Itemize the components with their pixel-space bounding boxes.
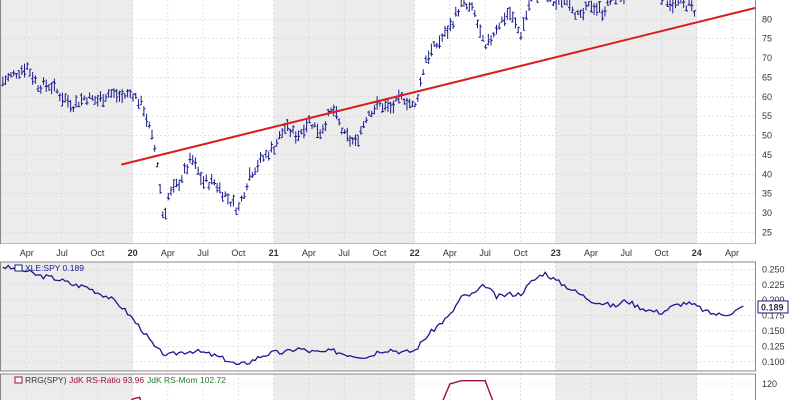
price-y-tick-label: 80 xyxy=(762,14,772,24)
year-band-2023 xyxy=(555,262,697,371)
ratio-line xyxy=(2,264,744,366)
price-y-tick-label: 65 xyxy=(762,72,772,82)
trendline xyxy=(121,6,757,166)
ratio-legend-swatch xyxy=(14,264,23,272)
rrg-legend-ratio: JdK RS-Ratio 93.96 xyxy=(69,375,144,385)
x-tick-label: Jul xyxy=(56,248,68,258)
price-y-tick-label: 30 xyxy=(762,208,772,218)
rrg-panel: RRG(SPY) JdK RS-Ratio 93.96 JdK RS-Mom 1… xyxy=(0,373,777,400)
x-tick-label: Oct xyxy=(372,248,387,258)
price-y-tick-label: 55 xyxy=(762,111,772,121)
price-y-tick-label: 60 xyxy=(762,92,772,102)
x-tick-label: 21 xyxy=(269,248,279,258)
rrg-panel-border xyxy=(0,373,756,400)
trendline-layer xyxy=(121,6,757,166)
x-tick-label: 23 xyxy=(551,248,561,258)
year-band-2019 xyxy=(0,262,133,371)
rrg-legend-swatch xyxy=(14,376,23,384)
x-tick-label: Apr xyxy=(20,248,34,258)
ratio-y-tick-label: 0.125 xyxy=(762,341,785,351)
price-y-tick-label: 35 xyxy=(762,189,772,199)
rrg-ratio-line xyxy=(130,396,142,400)
x-tick-label: Apr xyxy=(584,248,598,258)
x-tick-label: Jul xyxy=(620,248,632,258)
x-tick-label: 24 xyxy=(692,248,702,258)
year-band-2021 xyxy=(273,262,415,371)
x-tick-label: Oct xyxy=(90,248,105,258)
ratio-legend-label: XLE:SPY 0.189 xyxy=(25,263,84,273)
ratio-y-axis: 0.100 0.125 0.150 0.175 0.200 0.225 0.250 0.189 xyxy=(757,264,789,367)
x-tick-label: 20 xyxy=(128,248,138,258)
year-bands xyxy=(0,0,697,244)
ratio-y-tick-label: 0.100 xyxy=(762,357,785,367)
price-y-tick-label: 45 xyxy=(762,150,772,160)
x-tick-label: Apr xyxy=(302,248,316,258)
ratio-year-bands xyxy=(0,262,697,371)
current-value-box xyxy=(757,300,789,314)
ratio-panel: XLE:SPY 0.189 0.1000.1250.1500.1750.2000… xyxy=(0,261,789,372)
year-band-2019 xyxy=(0,0,133,244)
ratio-y-tick-label: 0.225 xyxy=(762,280,785,290)
rrg-y-axis: 120 xyxy=(762,379,777,389)
ratio-legend: XLE:SPY 0.189 xyxy=(14,263,84,273)
x-tick-label: Apr xyxy=(725,248,739,258)
x-axis-strip xyxy=(0,244,756,262)
price-bars xyxy=(1,0,697,220)
rrg-y-tick-label: 120 xyxy=(762,379,777,389)
x-axis: Apr Jul Oct 20 Apr Jul Oct 21 Apr Jul Oct 22 Apr Jul O… xyxy=(0,244,756,262)
x-tick-label: Jul xyxy=(338,248,350,258)
ratio-y-tick-label: 0.200 xyxy=(762,295,785,305)
price-y-tick-label: 40 xyxy=(762,169,772,179)
ratio-y-tick-label: 0.150 xyxy=(762,326,785,336)
ratio-panel-border xyxy=(0,261,756,372)
x-tick-label: 22 xyxy=(410,248,420,258)
price-y-tick-label: 25 xyxy=(762,227,772,237)
x-tick-label: Jul xyxy=(479,248,491,258)
x-tick-label: Oct xyxy=(513,248,528,258)
rrg-legend-mom: JdK RS-Mom 102.72 xyxy=(147,375,226,385)
x-tick-label: Apr xyxy=(161,248,175,258)
price-y-tick-label: 70 xyxy=(762,53,772,63)
price-panel: 25 30 35 40 45 50 55 60 65 70 75 80 xyxy=(0,0,772,245)
x-tick-label: Apr xyxy=(443,248,457,258)
x-tick-label: Oct xyxy=(231,248,246,258)
price-y-tick-label: 50 xyxy=(762,131,772,141)
rrg-ratio-line xyxy=(442,380,494,400)
current-value-label: 0.189 xyxy=(761,302,784,312)
price-y-tick-label: 75 xyxy=(762,34,772,44)
rrg-legend-label: RRG(SPY) xyxy=(25,375,67,385)
rrg-legend: RRG(SPY) JdK RS-Ratio 93.96 JdK RS-Mom 1… xyxy=(14,375,226,385)
ratio-y-tick-label: 0.175 xyxy=(762,311,785,321)
rrg-line-layer xyxy=(130,380,494,400)
x-tick-label: Jul xyxy=(197,248,209,258)
ratio-y-tick-label: 0.250 xyxy=(762,264,785,274)
x-tick-label: Oct xyxy=(654,248,669,258)
price-y-axis: 25 30 35 40 45 50 55 60 65 70 75 80 xyxy=(762,14,772,237)
ratio-line-layer xyxy=(2,264,744,366)
